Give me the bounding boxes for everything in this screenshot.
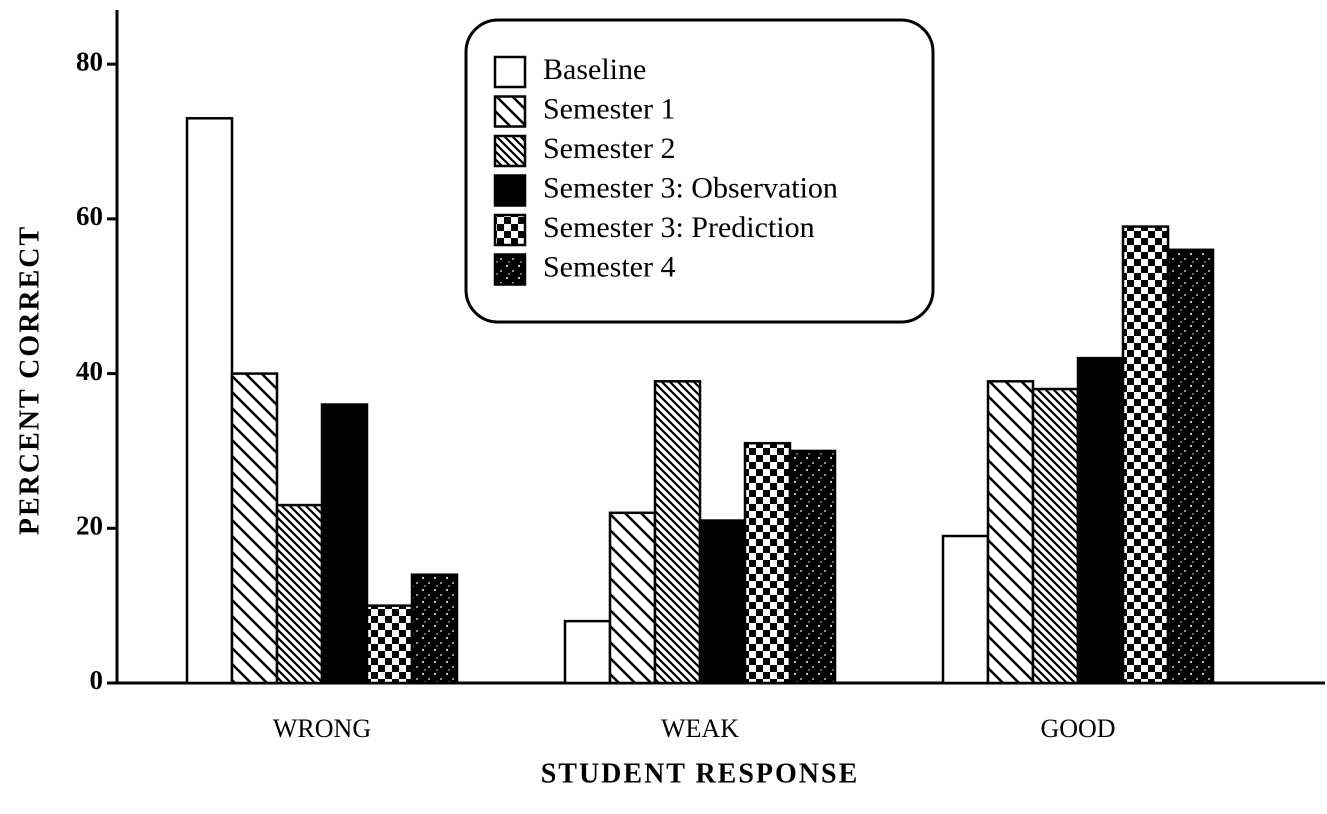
bar	[365, 604, 414, 685]
bar	[1031, 387, 1080, 685]
bar	[1121, 225, 1170, 685]
y-axis-title: PERCENT CORRECT	[14, 225, 45, 535]
y-tick-label: 20	[76, 510, 103, 540]
x-tick-label: WRONG	[273, 714, 371, 743]
legend-swatch	[493, 134, 527, 168]
x-tick-label: GOOD	[1040, 714, 1115, 743]
bar	[410, 573, 459, 685]
bar	[788, 449, 837, 685]
bar	[185, 117, 234, 685]
legend-swatch	[493, 95, 527, 128]
bar	[743, 441, 792, 685]
legend-swatch	[493, 55, 527, 89]
bar	[563, 619, 612, 685]
legend-label: Semester 3: Observation	[543, 171, 838, 204]
bar	[320, 403, 369, 685]
y-tick-label: 0	[90, 665, 104, 695]
bar	[653, 380, 702, 685]
legend-label: Semester 4	[543, 250, 675, 283]
legend-label: Semester 1	[543, 92, 675, 125]
bar	[230, 372, 279, 685]
legend-label: Baseline	[543, 53, 646, 86]
bar	[1166, 248, 1215, 685]
legend-swatch	[493, 253, 527, 286]
bar	[986, 380, 1035, 685]
y-tick-label: 60	[76, 201, 103, 231]
bar	[608, 511, 657, 685]
legend-swatch	[493, 174, 527, 207]
y-tick-label: 40	[76, 356, 103, 386]
legend-swatch	[493, 213, 527, 247]
x-axis-title: STUDENT RESPONSE	[541, 758, 860, 789]
x-tick-label: WEAK	[661, 714, 739, 743]
legend-box	[464, 18, 935, 324]
bar	[275, 503, 324, 685]
bar	[941, 534, 990, 685]
legend-label: Semester 3: Prediction	[543, 211, 815, 244]
bar	[1076, 356, 1125, 685]
legend-label: Semester 2	[543, 132, 675, 165]
y-tick-label: 80	[76, 46, 103, 76]
bar	[698, 519, 747, 685]
